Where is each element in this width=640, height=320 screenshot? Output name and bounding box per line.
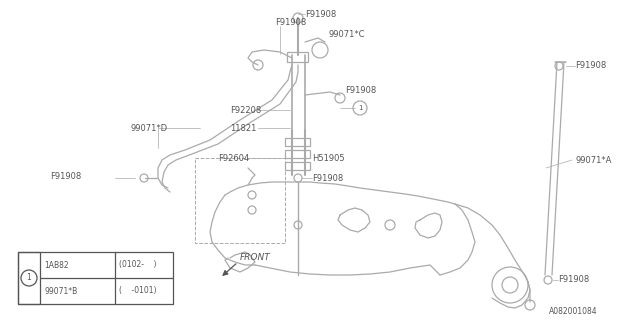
Bar xyxy=(287,52,308,62)
Text: F91908: F91908 xyxy=(558,276,589,284)
Text: 11821: 11821 xyxy=(230,124,257,132)
Text: A082001084: A082001084 xyxy=(549,308,598,316)
Bar xyxy=(285,150,310,158)
Text: 99071*A: 99071*A xyxy=(575,156,611,164)
Text: 99071*D: 99071*D xyxy=(130,124,167,132)
Text: F91908: F91908 xyxy=(312,173,343,182)
Bar xyxy=(18,252,40,304)
Text: 1: 1 xyxy=(358,105,362,111)
Bar xyxy=(195,158,285,243)
Text: FRONT: FRONT xyxy=(240,253,271,262)
Text: 1AB82: 1AB82 xyxy=(44,260,68,269)
Bar xyxy=(285,162,310,170)
Text: H51905: H51905 xyxy=(312,154,344,163)
Text: (    -0101): ( -0101) xyxy=(119,286,157,295)
Text: F91908: F91908 xyxy=(575,60,606,69)
Text: 99071*C: 99071*C xyxy=(328,29,365,38)
Text: F91908: F91908 xyxy=(305,10,336,19)
Text: F92604: F92604 xyxy=(218,154,249,163)
Text: 1: 1 xyxy=(27,274,31,283)
Text: (0102-    ): (0102- ) xyxy=(119,260,157,269)
Text: F92208: F92208 xyxy=(230,106,261,115)
Text: 99071*B: 99071*B xyxy=(44,286,77,295)
Text: F91908: F91908 xyxy=(345,85,376,94)
Text: F91908: F91908 xyxy=(275,18,307,27)
Bar xyxy=(285,138,310,146)
Bar xyxy=(18,252,173,304)
Text: F91908: F91908 xyxy=(50,172,81,180)
